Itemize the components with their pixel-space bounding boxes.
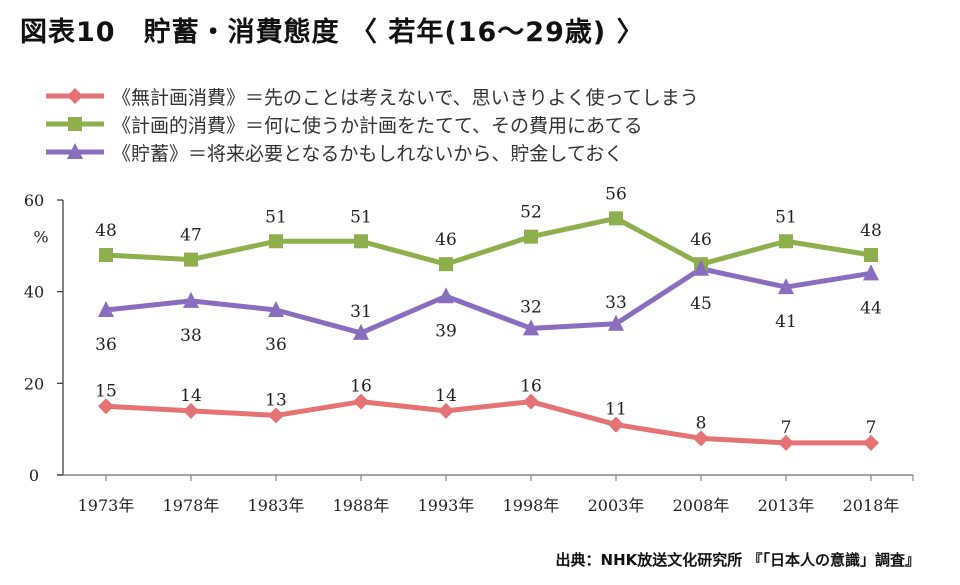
series-line-0 — [105, 399, 871, 446]
square-marker — [99, 248, 113, 262]
triangle-marker — [438, 287, 454, 304]
triangle-marker — [608, 314, 624, 331]
data-label: 14 — [435, 386, 457, 406]
diamond-marker — [98, 398, 114, 415]
square-marker — [864, 248, 878, 262]
data-label: 56 — [605, 184, 627, 204]
data-label: 36 — [95, 335, 117, 355]
triangle-marker — [268, 301, 284, 317]
data-label: 48 — [860, 221, 882, 241]
triangle-marker — [98, 301, 114, 317]
data-label: 51 — [775, 207, 797, 227]
diamond-marker — [353, 393, 369, 410]
data-label: 7 — [866, 418, 877, 438]
data-label: 14 — [180, 386, 202, 406]
diamond-marker — [863, 434, 879, 451]
triangle-marker — [693, 259, 709, 276]
y-tick-label: 0 — [29, 466, 39, 485]
square-marker-icon — [46, 117, 104, 131]
axes: 0 20 40 60% 1973年 1978年 1983年 1988年 1993年 1998年 20… — [24, 191, 914, 515]
data-label: 51 — [265, 207, 287, 227]
square-marker — [779, 234, 793, 249]
diamond-marker — [523, 393, 539, 410]
data-labels: 15 14 13 16 14 16 11 8 7 7 48 47 51 51 46 52 56 46 51 48 36 3… — [95, 184, 882, 438]
legend-label: 《無計画消費》＝先のことは考えないで、思いきりよく使ってしまう — [112, 86, 699, 109]
data-label: 16 — [520, 377, 542, 397]
diamond-marker — [778, 434, 794, 451]
series-line-1 — [105, 215, 872, 267]
data-label: 46 — [690, 230, 712, 250]
series-lines — [105, 215, 872, 446]
data-label: 36 — [265, 335, 287, 355]
data-label: 52 — [520, 203, 542, 223]
x-tick-label: 1988年 — [333, 496, 390, 515]
y-axis-unit-label: % — [33, 228, 48, 247]
data-label: 32 — [520, 297, 542, 317]
legend-item-planned-spending: 《計画的消費》＝何に使うか計画をたてて、その費用にあてる — [44, 110, 699, 138]
source-note: 出典：NHK放送文化研究所 『「日本人の意識」調査』 — [555, 551, 920, 569]
data-label: 33 — [605, 293, 627, 313]
data-label: 31 — [350, 302, 372, 322]
triangle-marker — [353, 323, 369, 340]
triangle-marker-icon — [46, 143, 104, 159]
x-tick-label: 2003年 — [588, 496, 645, 515]
x-tick-label: 2013年 — [758, 496, 815, 515]
data-label: 44 — [860, 298, 882, 318]
data-label: 48 — [95, 221, 117, 241]
triangle-marker — [863, 264, 879, 281]
diamond-marker — [693, 430, 709, 447]
square-marker — [184, 252, 198, 267]
legend-item-unplanned-spending: 《無計画消費》＝先のことは考えないで、思いきりよく使ってしまう — [44, 82, 699, 110]
data-label: 38 — [180, 326, 202, 346]
x-tick-label: 1993年 — [418, 496, 475, 515]
data-label: 8 — [696, 413, 707, 433]
diamond-marker — [183, 402, 199, 419]
triangle-marker — [183, 291, 199, 308]
legend-label: 《貯蓄》＝将来必要となるかもしれないから、貯金しておく — [112, 142, 624, 165]
x-tick-label: 1983年 — [248, 496, 305, 515]
diamond-marker — [268, 407, 284, 424]
square-marker — [354, 234, 368, 249]
square-marker — [524, 229, 538, 244]
data-label: 51 — [350, 207, 372, 227]
chart-title: 図表10 貯蓄・消費態度 〈 若年(16〜29歳) 〉 — [20, 17, 645, 48]
data-label: 39 — [435, 321, 457, 341]
triangle-marker — [778, 278, 794, 295]
data-label: 41 — [775, 312, 797, 332]
y-tick-label: 20 — [24, 374, 44, 393]
data-label: 15 — [95, 381, 117, 401]
y-tick-label: 40 — [24, 283, 44, 302]
triangle-marker — [523, 319, 539, 336]
x-tick-label: 1978年 — [163, 496, 220, 515]
diamond-marker — [608, 416, 624, 433]
diamond-marker — [438, 402, 454, 419]
x-tick-label: 1973年 — [78, 496, 135, 515]
diamond-marker-icon — [46, 88, 104, 104]
data-label: 47 — [180, 226, 202, 246]
legend: 《無計画消費》＝先のことは考えないで、思いきりよく使ってしまう 《計画的消費》＝… — [44, 82, 699, 166]
square-marker — [439, 257, 453, 272]
data-label: 16 — [350, 377, 372, 397]
legend-item-savings: 《貯蓄》＝将来必要となるかもしれないから、貯金しておく — [44, 138, 699, 166]
data-label: 7 — [781, 418, 792, 438]
data-label: 11 — [605, 400, 627, 420]
square-marker — [269, 234, 283, 249]
x-tick-label: 1998年 — [503, 496, 560, 515]
markers — [98, 211, 879, 451]
data-label: 45 — [690, 294, 712, 314]
x-tick-label: 2018年 — [843, 496, 900, 515]
data-label: 46 — [435, 230, 457, 250]
y-tick-label: 60 — [24, 191, 44, 210]
x-tick-label: 2008年 — [673, 496, 730, 515]
legend-label: 《計画的消費》＝何に使うか計画をたてて、その費用にあてる — [112, 114, 643, 137]
square-marker — [609, 211, 623, 226]
series-line-2 — [105, 266, 872, 336]
data-label: 13 — [265, 390, 287, 410]
